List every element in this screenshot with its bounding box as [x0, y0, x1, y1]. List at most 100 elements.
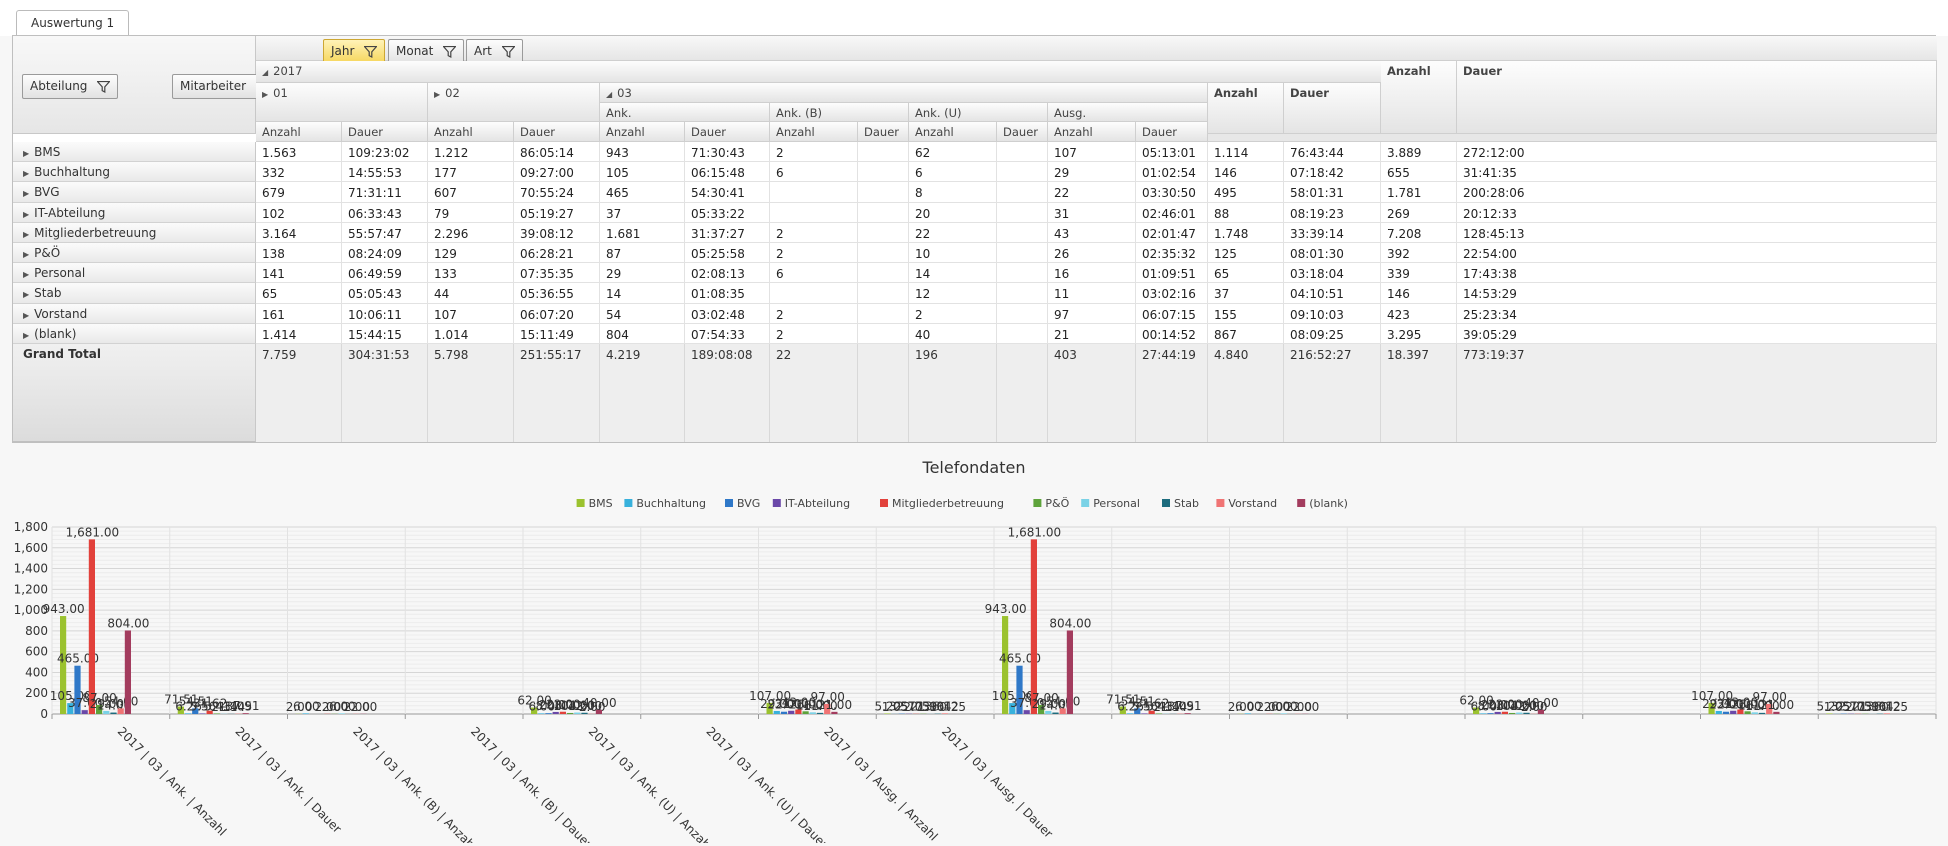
row-header[interactable]: ▶Mitgliederbetreuung [13, 223, 256, 243]
data-cell: 40 [909, 324, 997, 344]
y-tick-label: 600 [25, 645, 48, 659]
chart-bar [1487, 713, 1493, 714]
chart-bar [538, 713, 544, 714]
grand-total-cell: 7.759 [256, 344, 342, 442]
data-cell: 29 [600, 263, 685, 283]
grand-total-cell: 18.397 [1381, 344, 1457, 442]
bar-data-label: 1,681.00 [1008, 525, 1061, 539]
legend-swatch [1297, 499, 1305, 507]
chart-bar [1538, 710, 1544, 714]
data-cell: 05:25:58 [685, 243, 770, 263]
data-cell: 2 [770, 243, 858, 263]
collapse-triangle-icon: ◢ [262, 68, 268, 77]
data-cell: 01:02:54 [1136, 162, 1208, 182]
grand-total-label: Grand Total [13, 344, 256, 442]
month-header-02[interactable]: ▶02 [428, 83, 600, 122]
legend-swatch [577, 499, 585, 507]
row-header[interactable]: ▶Vorstand [13, 304, 256, 324]
expand-triangle-icon: ▶ [23, 290, 29, 299]
data-cell: 14 [600, 283, 685, 304]
data-cell: 129 [428, 243, 514, 263]
row-header[interactable]: ▶P&Ö [13, 243, 256, 263]
data-cell: 10:06:11 [342, 304, 428, 324]
data-cell: 08:01:30 [1284, 243, 1381, 263]
row-header-label: (blank) [34, 327, 76, 341]
data-cell: 161 [256, 304, 342, 324]
legend-label: (blank) [1309, 497, 1348, 510]
data-cell: 1.681 [600, 223, 685, 243]
chart-bar [831, 712, 837, 714]
x-tick-label: 2017 | 03 | Ank. | Dauer [233, 724, 345, 836]
chart-bar [1060, 708, 1066, 714]
row-header[interactable]: ▶(blank) [13, 324, 256, 344]
data-cell: 12 [909, 283, 997, 304]
data-cell: 03:02:16 [1136, 283, 1208, 304]
data-cell [997, 304, 1048, 324]
data-cell: 200:28:06 [1457, 182, 1937, 203]
legend-label: Personal [1093, 497, 1140, 510]
data-cell: 125 [1208, 243, 1284, 263]
data-cell: 62 [909, 142, 997, 162]
expand-triangle-icon: ▶ [23, 250, 29, 259]
data-cell: 423 [1381, 304, 1457, 324]
bar-data-label: 0.25 [1881, 700, 1908, 714]
data-cell: 00:14:52 [1136, 324, 1208, 344]
y-tick-label: 1,800 [14, 520, 48, 534]
legend-swatch [1162, 499, 1170, 507]
data-cell [858, 223, 909, 243]
grand-total-cell: 403 [1048, 344, 1136, 442]
data-cell: 339 [1381, 263, 1457, 283]
legend-label: Mitgliederbetreuung [892, 497, 1004, 510]
month-total-dauer-header: Dauer [1284, 83, 1381, 134]
expand-triangle-icon: ▶ [23, 169, 29, 178]
data-cell: 08:24:09 [342, 243, 428, 263]
data-cell: 1.114 [1208, 142, 1284, 162]
data-cell [770, 283, 858, 304]
filter-abteilung-button[interactable]: Abteilung [22, 74, 118, 99]
data-cell: 107 [1048, 142, 1136, 162]
row-header[interactable]: ▶Personal [13, 263, 256, 283]
data-cell [997, 182, 1048, 203]
row-header[interactable]: ▶Buchhaltung [13, 162, 256, 182]
grand-total-cell: 4.840 [1208, 344, 1284, 442]
grand-total-anzahl-header: Anzahl [1381, 61, 1457, 134]
measure-header-anzahl: Anzahl [256, 122, 342, 142]
data-cell [997, 142, 1048, 162]
month-total-anzahl-header: Anzahl [1208, 83, 1284, 134]
grand-total-cell: 251:55:17 [514, 344, 600, 442]
chart-bar [89, 539, 95, 714]
data-cell: 88 [1208, 203, 1284, 223]
chart-bar [125, 630, 131, 714]
legend-label: Buchhaltung [636, 497, 706, 510]
filter-abteilung-label: Abteilung [30, 79, 87, 93]
data-cell [770, 203, 858, 223]
row-header-label: Vorstand [34, 307, 87, 321]
row-header-label: BVG [34, 185, 59, 199]
chart-bar [567, 713, 573, 714]
row-header-label: IT-Abteilung [34, 206, 105, 220]
row-header[interactable]: ▶ Stab [13, 283, 256, 304]
data-cell: 109:23:02 [342, 142, 428, 162]
chart-title: Telefondaten [922, 458, 1026, 477]
data-cell: 97 [1048, 304, 1136, 324]
data-cell: 6 [770, 263, 858, 283]
bar-data-label: 804.00 [1049, 616, 1091, 630]
tab-auswertung-1[interactable]: Auswertung 1 [16, 10, 129, 36]
data-cell: 43 [1048, 223, 1136, 243]
row-header[interactable]: ▶BMS [13, 142, 256, 162]
bar-data-label: 54.00 [1046, 694, 1080, 708]
data-cell: 31:37:27 [685, 223, 770, 243]
row-header[interactable]: ▶IT-Abteilung [13, 203, 256, 223]
data-cell: 03:02:48 [685, 304, 770, 324]
data-cell: 133 [428, 263, 514, 283]
row-header[interactable]: ▶BVG [13, 182, 256, 203]
data-cell [997, 283, 1048, 304]
month-header-03[interactable]: ◢03 [600, 83, 1208, 103]
filter-art-label: Art [474, 44, 492, 58]
month-header-01[interactable]: ▶01 [256, 83, 428, 122]
data-cell: 867 [1208, 324, 1284, 344]
data-cell: 58:01:31 [1284, 182, 1381, 203]
data-cell: 05:36:55 [514, 283, 600, 304]
row-header-label: Stab [34, 286, 61, 300]
data-cell: 31:41:35 [1457, 162, 1937, 182]
